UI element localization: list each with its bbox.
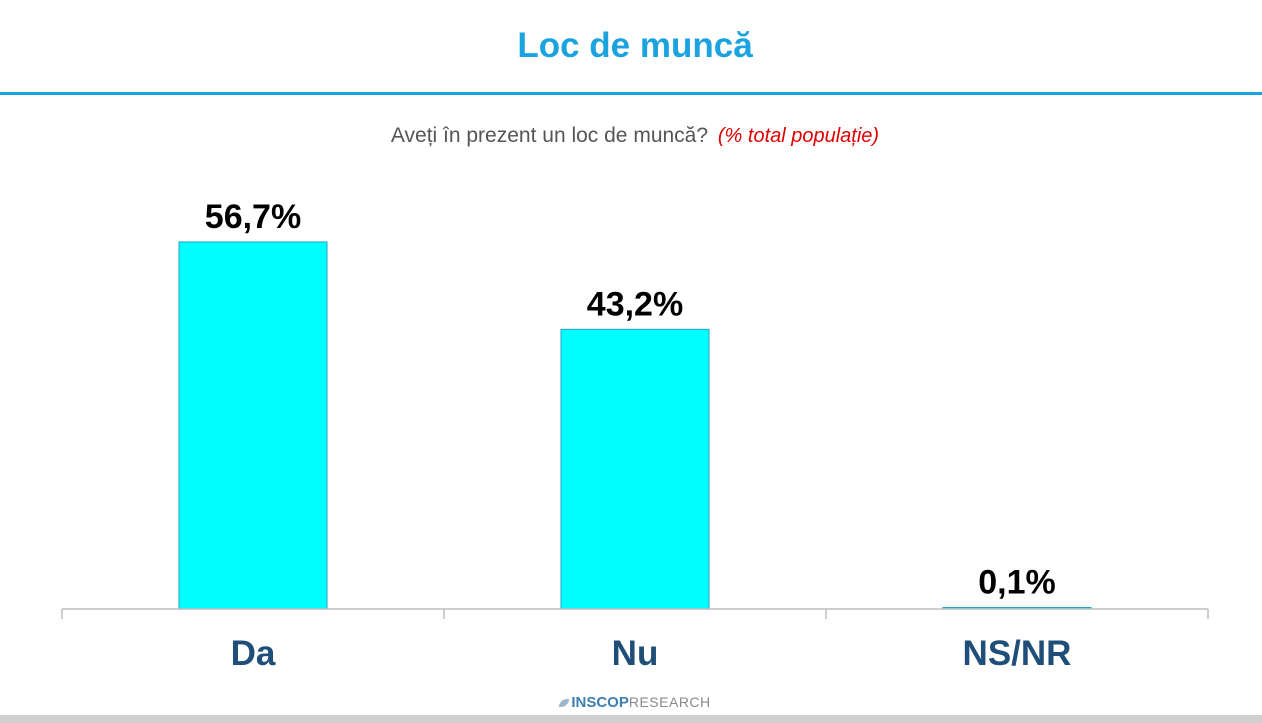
title-divider <box>0 92 1262 95</box>
bottom-band <box>0 715 1262 723</box>
category-label: Da <box>231 634 276 673</box>
data-label: 0,1% <box>978 564 1056 602</box>
category-label: Nu <box>612 634 659 673</box>
logo-brand: INSCOP <box>571 694 629 711</box>
subtitle-question: Aveți în prezent un loc de muncă? <box>390 124 709 147</box>
inscop-logo: INSCOPRESEARCH <box>0 693 1262 712</box>
category-label: NS/NR <box>963 634 1072 673</box>
bar-da <box>178 241 328 610</box>
leaf-icon <box>559 699 570 708</box>
subtitle-note: (% total populație) <box>717 125 880 147</box>
bar-nu <box>560 328 710 610</box>
data-label: 56,7% <box>205 198 301 236</box>
logo-sub: RESEARCH <box>628 694 711 710</box>
chart-subtitle: Aveți în prezent un loc de muncă? (% tot… <box>0 124 1262 148</box>
data-label: 43,2% <box>587 285 683 323</box>
page-title: Loc de muncă <box>517 26 753 65</box>
